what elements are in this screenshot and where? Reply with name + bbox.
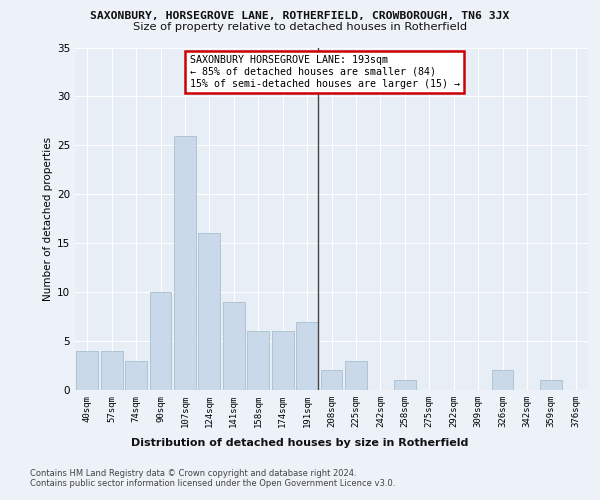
- Text: Contains public sector information licensed under the Open Government Licence v3: Contains public sector information licen…: [30, 479, 395, 488]
- Text: Distribution of detached houses by size in Rotherfield: Distribution of detached houses by size …: [131, 438, 469, 448]
- Bar: [101, 351, 122, 390]
- Bar: [320, 370, 343, 390]
- Bar: [394, 380, 416, 390]
- Text: SAXONBURY, HORSEGROVE LANE, ROTHERFIELD, CROWBOROUGH, TN6 3JX: SAXONBURY, HORSEGROVE LANE, ROTHERFIELD,…: [91, 11, 509, 21]
- Text: Contains HM Land Registry data © Crown copyright and database right 2024.: Contains HM Land Registry data © Crown c…: [30, 469, 356, 478]
- Bar: [149, 292, 172, 390]
- Bar: [125, 360, 147, 390]
- Bar: [174, 136, 196, 390]
- Bar: [223, 302, 245, 390]
- Text: SAXONBURY HORSEGROVE LANE: 193sqm
← 85% of detached houses are smaller (84)
15% : SAXONBURY HORSEGROVE LANE: 193sqm ← 85% …: [190, 56, 460, 88]
- Bar: [199, 234, 220, 390]
- Bar: [247, 332, 269, 390]
- Bar: [345, 360, 367, 390]
- Bar: [491, 370, 514, 390]
- Bar: [272, 332, 293, 390]
- Y-axis label: Number of detached properties: Number of detached properties: [43, 136, 53, 301]
- Bar: [541, 380, 562, 390]
- Bar: [296, 322, 318, 390]
- Text: Size of property relative to detached houses in Rotherfield: Size of property relative to detached ho…: [133, 22, 467, 32]
- Bar: [76, 351, 98, 390]
